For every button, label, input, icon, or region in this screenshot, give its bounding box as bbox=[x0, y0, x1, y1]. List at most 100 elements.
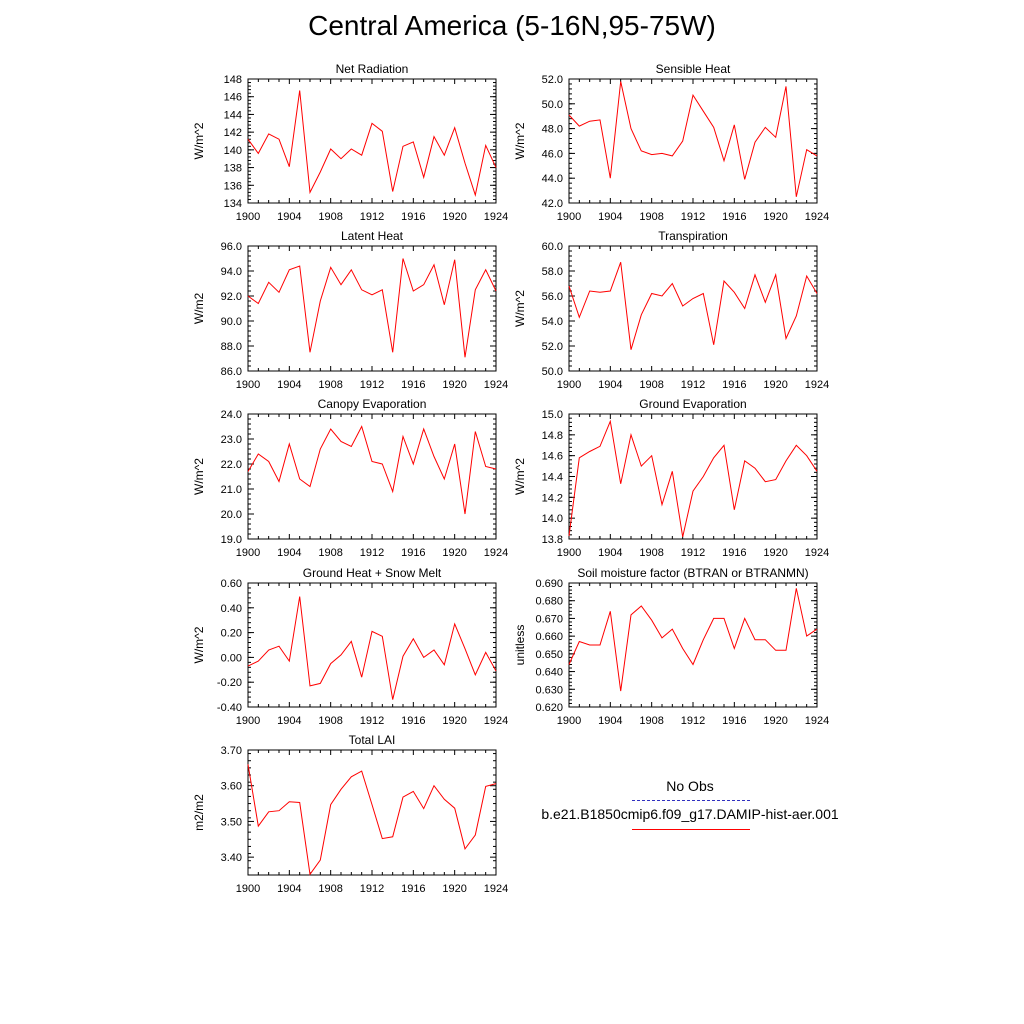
y-tick-label: 60.0 bbox=[542, 241, 563, 253]
y-tick-label: 50.0 bbox=[542, 99, 563, 111]
x-tick-label: 1908 bbox=[318, 715, 342, 727]
plot-frame bbox=[568, 78, 818, 204]
y-tick-label: 0.680 bbox=[535, 596, 563, 608]
series-line bbox=[247, 596, 497, 700]
x-tick-label: 1904 bbox=[277, 379, 301, 391]
y-tick-label: 22.0 bbox=[221, 459, 242, 471]
y-axis-label: W/m2 bbox=[192, 293, 206, 325]
x-tick-label: 1912 bbox=[360, 379, 384, 391]
chart-panel-8: 1900 1904 1908 1912 1916 1920 1924 3.40 3.50 3.60… bbox=[192, 733, 508, 895]
y-tick-label: 0.630 bbox=[535, 684, 563, 696]
x-tick-label: 1904 bbox=[598, 715, 622, 727]
x-tick-label: 1920 bbox=[763, 547, 787, 559]
y-tick-label: 14.8 bbox=[542, 430, 563, 442]
y-tick-label: 88.0 bbox=[221, 341, 242, 353]
x-tick-label: 1908 bbox=[318, 211, 342, 223]
y-tick-label: 3.70 bbox=[221, 745, 242, 757]
y-tick-label: 94.0 bbox=[221, 266, 242, 278]
series-line bbox=[568, 81, 818, 197]
x-tick-label: 1900 bbox=[236, 211, 260, 223]
x-tick-label: 1920 bbox=[442, 715, 466, 727]
x-tick-label: 1908 bbox=[639, 211, 663, 223]
panel-title: Total LAI bbox=[349, 733, 396, 747]
y-tick-label: 14.2 bbox=[542, 492, 563, 504]
y-tick-label: 52.0 bbox=[542, 341, 563, 353]
panel-title: Net Radiation bbox=[336, 62, 409, 76]
x-tick-label: 1924 bbox=[805, 547, 829, 559]
y-axis-label: W/m^2 bbox=[192, 122, 206, 159]
x-tick-label: 1920 bbox=[442, 883, 466, 895]
x-tick-label: 1912 bbox=[360, 883, 384, 895]
x-tick-label: 1912 bbox=[360, 211, 384, 223]
x-tick-label: 1900 bbox=[557, 211, 581, 223]
x-tick-label: 1904 bbox=[598, 379, 622, 391]
x-tick-label: 1900 bbox=[236, 547, 260, 559]
y-axis-label: unitless bbox=[513, 625, 527, 666]
plot-frame bbox=[568, 582, 818, 708]
x-tick-label: 1912 bbox=[681, 211, 705, 223]
x-tick-label: 1908 bbox=[318, 883, 342, 895]
x-tick-label: 1912 bbox=[681, 715, 705, 727]
x-tick-label: 1912 bbox=[681, 379, 705, 391]
x-tick-label: 1924 bbox=[805, 715, 829, 727]
y-tick-label: 0.40 bbox=[221, 603, 242, 615]
y-tick-label: 136 bbox=[224, 180, 242, 192]
plot-frame bbox=[247, 413, 497, 540]
x-tick-label: 1900 bbox=[236, 715, 260, 727]
y-tick-label: 96.0 bbox=[221, 241, 242, 253]
legend-swatch-model bbox=[632, 829, 750, 830]
panel-title: Canopy Evaporation bbox=[318, 397, 427, 411]
x-tick-label: 1920 bbox=[442, 547, 466, 559]
y-tick-label: 140 bbox=[224, 145, 242, 157]
series-line bbox=[247, 90, 497, 197]
x-tick-label: 1924 bbox=[484, 211, 508, 223]
y-axis-label: W/m^2 bbox=[513, 290, 527, 327]
series-line bbox=[247, 425, 497, 515]
y-tick-label: 0.650 bbox=[535, 649, 563, 661]
y-tick-label: 15.0 bbox=[542, 409, 563, 421]
y-tick-label: 24.0 bbox=[221, 409, 242, 421]
chart-panel-2: 1900 1904 1908 1912 1916 1920 1924 86.0 88.0 90.0… bbox=[192, 229, 508, 391]
plot-frame bbox=[568, 245, 818, 372]
chart-panel-1: 1900 1904 1908 1912 1916 1920 1924 42.0 44.0 46.0… bbox=[513, 62, 829, 223]
x-tick-label: 1916 bbox=[401, 547, 425, 559]
y-tick-label: 54.0 bbox=[542, 316, 563, 328]
x-tick-label: 1924 bbox=[484, 883, 508, 895]
y-tick-label: 0.660 bbox=[535, 631, 563, 643]
y-tick-label: 144 bbox=[224, 109, 242, 121]
x-tick-label: 1904 bbox=[277, 211, 301, 223]
y-tick-label: 142 bbox=[224, 127, 242, 139]
panel-title: Soil moisture factor (BTRAN or BTRANMN) bbox=[577, 566, 808, 580]
y-axis-label: W/m^2 bbox=[513, 122, 527, 159]
y-tick-label: 14.0 bbox=[542, 513, 563, 525]
x-tick-label: 1904 bbox=[277, 547, 301, 559]
x-tick-label: 1916 bbox=[722, 379, 746, 391]
y-tick-label: 86.0 bbox=[221, 366, 242, 378]
x-tick-label: 1916 bbox=[722, 211, 746, 223]
x-tick-label: 1908 bbox=[639, 547, 663, 559]
y-tick-label: 3.40 bbox=[221, 852, 242, 864]
y-tick-label: 0.60 bbox=[221, 578, 242, 590]
chart-panel-6: 1900 1904 1908 1912 1916 1920 1924 -0.40 -0.20 0.… bbox=[192, 566, 508, 727]
y-axis-label: W/m^2 bbox=[192, 458, 206, 495]
y-tick-label: 44.0 bbox=[542, 173, 563, 185]
x-tick-label: 1908 bbox=[639, 715, 663, 727]
y-tick-label: -0.20 bbox=[217, 677, 242, 689]
y-tick-label: 134 bbox=[224, 198, 242, 210]
y-axis-label: W/m^2 bbox=[513, 458, 527, 495]
x-tick-label: 1908 bbox=[318, 547, 342, 559]
x-tick-label: 1916 bbox=[401, 883, 425, 895]
x-tick-label: 1912 bbox=[681, 547, 705, 559]
x-tick-label: 1900 bbox=[557, 547, 581, 559]
panel-title: Ground Evaporation bbox=[639, 397, 746, 411]
legend-label-no-obs: No Obs bbox=[666, 778, 714, 794]
y-tick-label: 50.0 bbox=[542, 366, 563, 378]
y-tick-label: 138 bbox=[224, 163, 242, 175]
y-tick-label: 0.00 bbox=[221, 652, 242, 664]
x-tick-label: 1920 bbox=[763, 379, 787, 391]
series-line bbox=[247, 258, 497, 358]
y-tick-label: 23.0 bbox=[221, 434, 242, 446]
chart-panel-0: 1900 1904 1908 1912 1916 1920 1924 134 136 138 140… bbox=[192, 62, 508, 223]
y-tick-label: -0.40 bbox=[217, 702, 242, 714]
